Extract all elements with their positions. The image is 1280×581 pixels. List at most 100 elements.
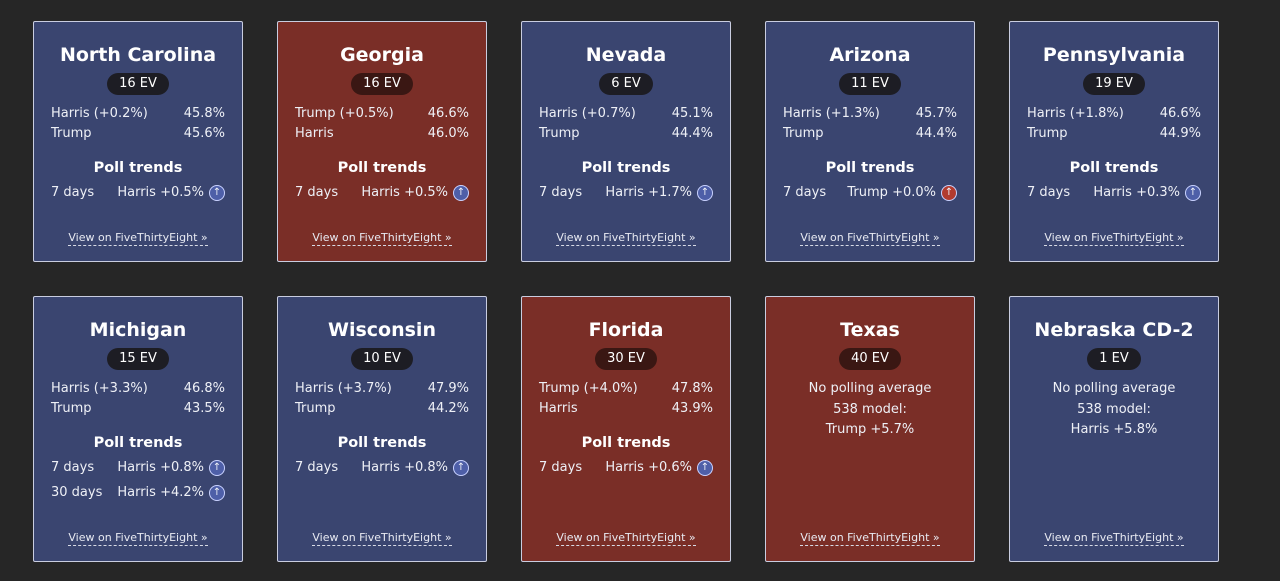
- trend-row: 7 days Harris +0.6% ↑: [539, 455, 713, 480]
- fivethirtyeight-link[interactable]: View on FiveThirtyEight »: [312, 231, 452, 246]
- poll-trends: 7 days Harris +0.8% ↑ 30 days Harris +4.2% ↑: [51, 455, 225, 505]
- fivethirtyeight-link[interactable]: View on FiveThirtyEight »: [800, 231, 940, 246]
- no-polling-note: No polling average 538 model: Harris +5.8%: [1027, 379, 1201, 441]
- state-name: North Carolina: [59, 44, 217, 66]
- state-name: Pennsylvania: [1042, 44, 1186, 66]
- arrow-up-icon: ↑: [1185, 184, 1201, 201]
- trend-value-wrap: Harris +0.3% ↑: [1093, 184, 1201, 201]
- fivethirtyeight-link[interactable]: View on FiveThirtyEight »: [556, 231, 696, 246]
- leader-label: Harris (+1.3%): [783, 106, 880, 121]
- trailer-label: Trump: [51, 401, 92, 416]
- trend-value: Harris +4.2%: [117, 485, 204, 500]
- trend-value: Harris +0.5%: [361, 185, 448, 200]
- trend-period: 7 days: [783, 185, 827, 200]
- fivethirtyeight-link[interactable]: View on FiveThirtyEight »: [1044, 531, 1184, 546]
- no-polling-note: No polling average 538 model: Trump +5.7%: [783, 379, 957, 441]
- poll-trends: 7 days Trump +0.0% ↑: [783, 180, 957, 205]
- poll-trends-title: Poll trends: [337, 160, 427, 176]
- arrow-up-icon: ↑: [209, 184, 225, 201]
- trend-value-wrap: Harris +0.5% ↑: [117, 184, 225, 201]
- poll-trends: 7 days Harris +0.5% ↑: [51, 180, 225, 205]
- no-polling-line: Trump +5.7%: [825, 422, 915, 437]
- state-card: Michigan 15 EV Harris (+3.3%) 46.8% Trump 43.…: [33, 296, 243, 562]
- fivethirtyeight-link-wrap: View on FiveThirtyEight »: [1010, 231, 1218, 246]
- arrow-up-icon: ↑: [697, 184, 713, 201]
- arrow-up-icon: ↑: [941, 184, 957, 201]
- fivethirtyeight-link-wrap: View on FiveThirtyEight »: [522, 531, 730, 546]
- ev-badge-wrap: 19 EV: [1027, 72, 1201, 95]
- ev-badge-wrap: 40 EV: [783, 347, 957, 370]
- no-polling-line: No polling average: [808, 381, 932, 396]
- trend-value-wrap: Harris +4.2% ↑: [117, 484, 225, 501]
- state-card: Arizona 11 EV Harris (+1.3%) 45.7% Trump 44.4…: [765, 21, 975, 262]
- trend-row: 7 days Harris +1.7% ↑: [539, 180, 713, 205]
- fivethirtyeight-link[interactable]: View on FiveThirtyEight »: [556, 531, 696, 546]
- poll-trends: 7 days Harris +1.7% ↑: [539, 180, 713, 205]
- ev-badge-wrap: 1 EV: [1027, 347, 1201, 370]
- trailer-row: Trump 45.6%: [51, 124, 225, 144]
- fivethirtyeight-link-wrap: View on FiveThirtyEight »: [34, 531, 242, 546]
- ev-badge: 16 EV: [107, 73, 169, 95]
- state-name: Arizona: [829, 44, 911, 66]
- trailer-label: Harris: [295, 126, 334, 141]
- fivethirtyeight-link-wrap: View on FiveThirtyEight »: [522, 231, 730, 246]
- trend-row: 30 days Harris +4.2% ↑: [51, 480, 225, 505]
- trend-period: 30 days: [51, 485, 103, 500]
- trailer-row: Harris 43.9%: [539, 399, 713, 419]
- trailer-label: Trump: [783, 126, 824, 141]
- ev-badge-wrap: 6 EV: [539, 72, 713, 95]
- fivethirtyeight-link[interactable]: View on FiveThirtyEight »: [1044, 231, 1184, 246]
- state-card: Florida 30 EV Trump (+4.0%) 47.8% Harris 43.9…: [521, 296, 731, 562]
- state-card: Wisconsin 10 EV Harris (+3.7%) 47.9% Trump 44…: [277, 296, 487, 562]
- leader-pct: 46.6%: [427, 106, 469, 121]
- state-name: Nebraska CD-2: [1034, 319, 1194, 341]
- state-name: Florida: [588, 319, 664, 341]
- poll-averages: Harris (+1.8%) 46.6% Trump 44.9%: [1027, 104, 1201, 144]
- poll-trends: 7 days Harris +0.5% ↑: [295, 180, 469, 205]
- trailer-row: Trump 44.2%: [295, 399, 469, 419]
- ev-badge: 10 EV: [351, 348, 413, 370]
- poll-trends-title: Poll trends: [581, 435, 671, 451]
- leader-pct: 47.8%: [671, 381, 713, 396]
- leader-pct: 45.1%: [671, 106, 713, 121]
- no-polling-line: No polling average: [1052, 381, 1176, 396]
- poll-averages: Harris (+0.7%) 45.1% Trump 44.4%: [539, 104, 713, 144]
- fivethirtyeight-link-wrap: View on FiveThirtyEight »: [278, 531, 486, 546]
- arrow-up-icon: ↑: [209, 484, 225, 501]
- trailer-row: Trump 44.4%: [539, 124, 713, 144]
- ev-badge: 19 EV: [1083, 73, 1145, 95]
- poll-trends-title: Poll trends: [93, 160, 183, 176]
- trailer-pct: 44.9%: [1159, 126, 1201, 141]
- poll-averages: Harris (+3.3%) 46.8% Trump 43.5%: [51, 379, 225, 419]
- trend-period: 7 days: [539, 460, 583, 475]
- fivethirtyeight-link[interactable]: View on FiveThirtyEight »: [68, 531, 208, 546]
- poll-trends: 7 days Harris +0.8% ↑: [295, 455, 469, 480]
- trend-value: Harris +0.3%: [1093, 185, 1180, 200]
- trend-value: Trump +0.0%: [847, 185, 936, 200]
- trailer-label: Trump: [1027, 126, 1068, 141]
- trend-row: 7 days Harris +0.3% ↑: [1027, 180, 1201, 205]
- state-name: Nevada: [585, 44, 667, 66]
- state-card: Pennsylvania 19 EV Harris (+1.8%) 46.6% Trum…: [1009, 21, 1219, 262]
- leader-row: Harris (+0.2%) 45.8%: [51, 104, 225, 124]
- trend-row: 7 days Harris +0.5% ↑: [295, 180, 469, 205]
- ev-badge: 16 EV: [351, 73, 413, 95]
- ev-badge-wrap: 10 EV: [295, 347, 469, 370]
- leader-row: Trump (+4.0%) 47.8%: [539, 379, 713, 399]
- fivethirtyeight-link[interactable]: View on FiveThirtyEight »: [68, 231, 208, 246]
- trend-period: 7 days: [1027, 185, 1071, 200]
- trend-value: Harris +0.6%: [605, 460, 692, 475]
- trend-period: 7 days: [51, 460, 95, 475]
- fivethirtyeight-link[interactable]: View on FiveThirtyEight »: [312, 531, 452, 546]
- fivethirtyeight-link[interactable]: View on FiveThirtyEight »: [800, 531, 940, 546]
- trailer-pct: 45.6%: [183, 126, 225, 141]
- poll-averages: Harris (+0.2%) 45.8% Trump 45.6%: [51, 104, 225, 144]
- state-cards-grid: North Carolina 16 EV Harris (+0.2%) 45.8% Tr…: [33, 21, 1219, 562]
- poll-averages: Trump (+4.0%) 47.8% Harris 43.9%: [539, 379, 713, 419]
- poll-trends-title: Poll trends: [825, 160, 915, 176]
- trailer-pct: 44.2%: [427, 401, 469, 416]
- trailer-pct: 43.9%: [671, 401, 713, 416]
- leader-row: Harris (+3.3%) 46.8%: [51, 379, 225, 399]
- trend-value-wrap: Harris +0.5% ↑: [361, 184, 469, 201]
- trailer-row: Trump 44.9%: [1027, 124, 1201, 144]
